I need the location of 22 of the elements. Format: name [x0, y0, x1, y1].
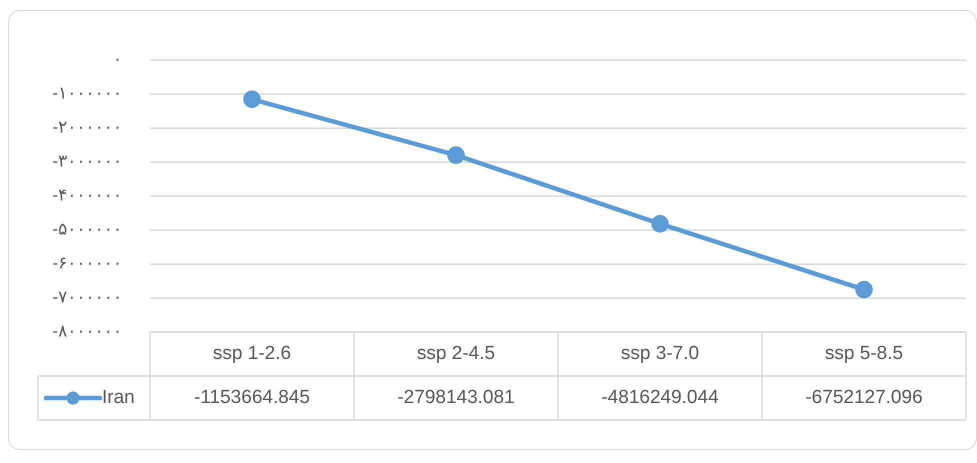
data-label: -2798143.081: [397, 387, 515, 408]
point: [447, 146, 465, 164]
y-tick-label: ۰: [112, 50, 122, 69]
data-label: -4816249.044: [601, 387, 720, 408]
y-tick-label: -۱۰۰۰۰۰۰: [52, 84, 122, 103]
y-tick-label: -۸۰۰۰۰۰۰: [52, 322, 122, 341]
point: [243, 90, 261, 108]
point: [855, 280, 873, 298]
y-tick-label: -۳۰۰۰۰۰۰: [52, 152, 122, 171]
y-tick-label: -۲۰۰۰۰۰۰: [52, 118, 122, 137]
x-tick-label: ssp 1-2.6: [212, 343, 292, 364]
y-tick-label: -۵۰۰۰۰۰۰: [52, 220, 122, 239]
point: [651, 215, 669, 233]
y-tick-label: -۴۰۰۰۰۰۰: [52, 186, 122, 205]
legend-label: Iran: [102, 387, 135, 408]
x-tick-label: ssp 5-8.5: [824, 343, 904, 364]
data-label: -6752127.096: [805, 387, 923, 408]
x-tick-label: ssp 2-4.5: [416, 343, 496, 364]
x-tick-label: ssp 3-7.0: [620, 343, 700, 364]
data-label: -1153664.845: [194, 387, 310, 408]
y-tick-label: -۶۰۰۰۰۰۰: [52, 254, 122, 273]
y-tick-label: -۷۰۰۰۰۰۰: [52, 288, 122, 307]
